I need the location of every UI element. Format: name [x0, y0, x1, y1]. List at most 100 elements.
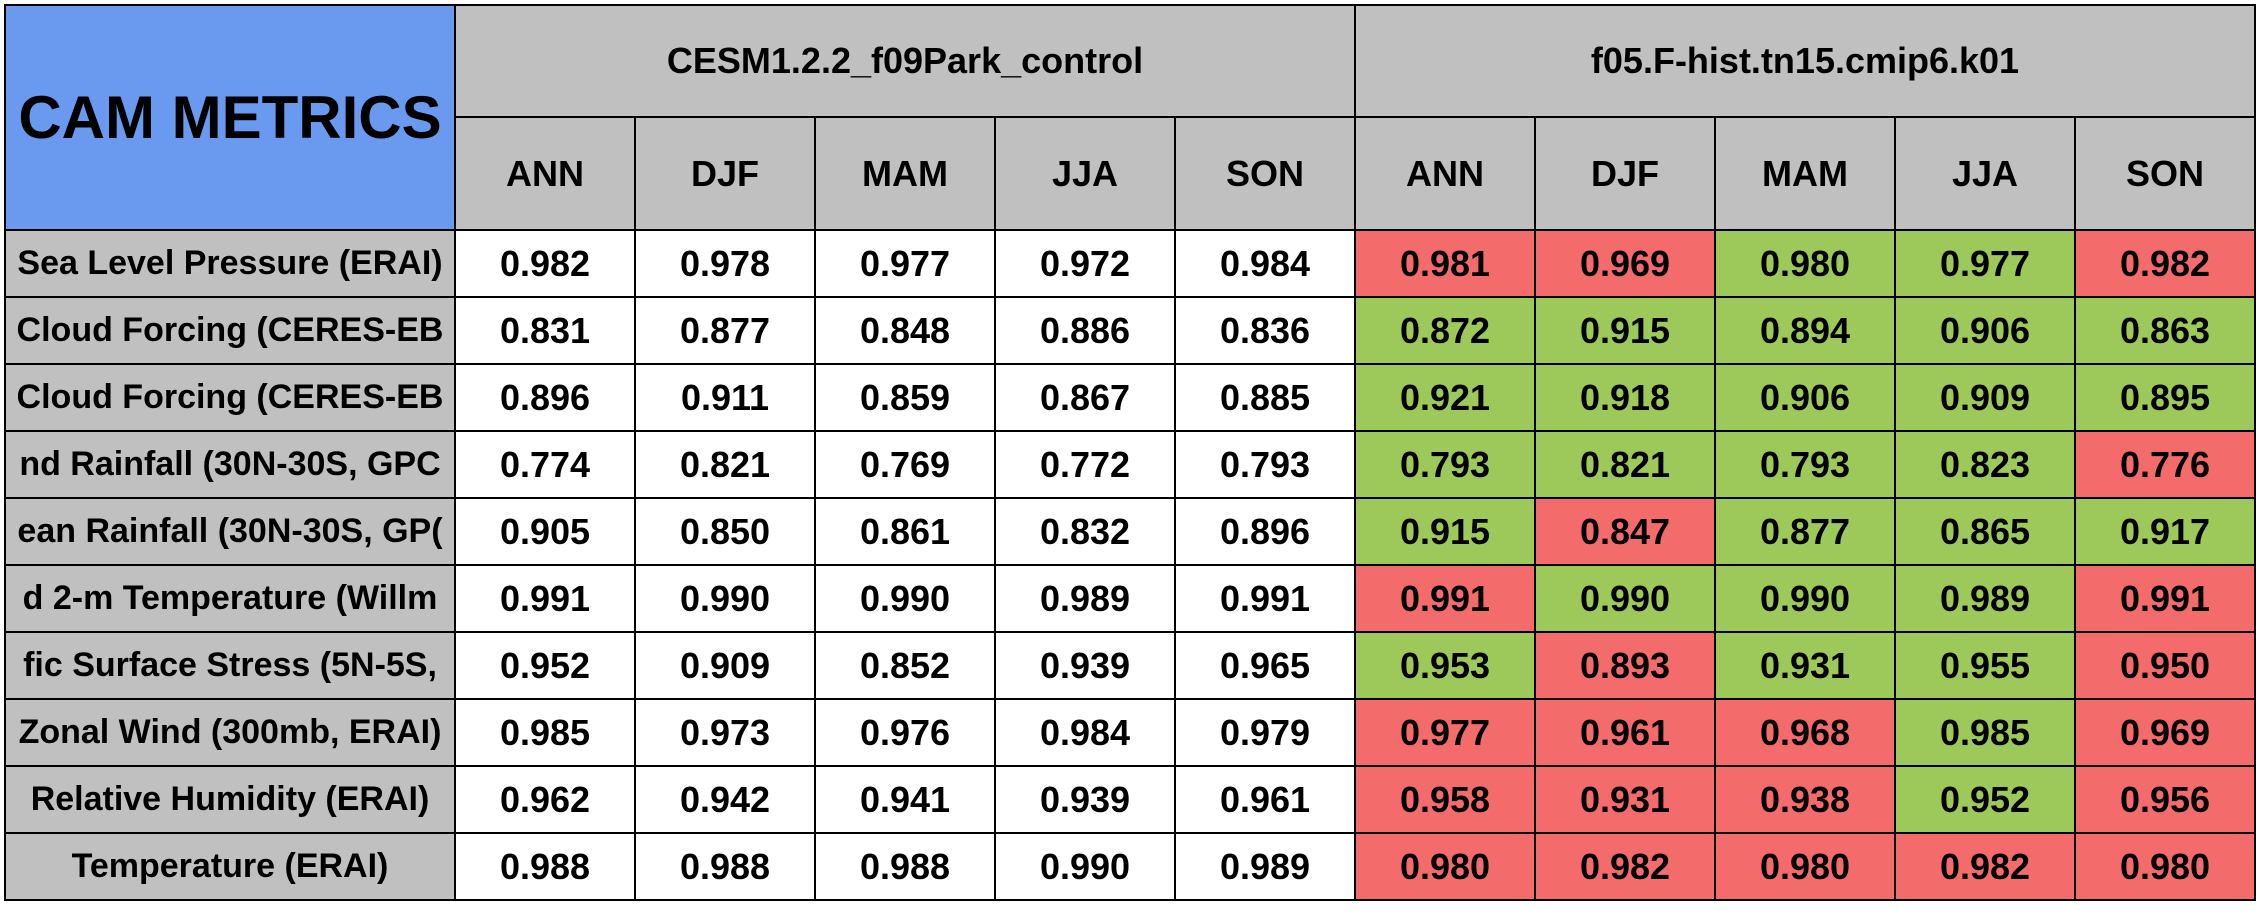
- control-value-cell: 0.942: [634, 765, 816, 834]
- season-header-jja: JJA: [1894, 116, 2076, 231]
- season-header-row: ANN DJF MAM JJA SON ANN DJF MAM JJA SON: [5, 116, 2256, 231]
- table-title: CAM METRICS: [4, 4, 456, 231]
- experiment-value-cell: 0.894: [1714, 296, 1896, 365]
- season-header-son: SON: [1174, 116, 1356, 231]
- control-value-cell: 0.990: [814, 564, 996, 633]
- experiment-value-cell: 0.931: [1714, 631, 1896, 700]
- experiment-value-cell: 0.961: [1534, 698, 1716, 767]
- control-value-cell: 0.976: [814, 698, 996, 767]
- season-header-mam: MAM: [1714, 116, 1896, 231]
- experiment-value-cell: 0.872: [1354, 296, 1536, 365]
- control-value-cell: 0.989: [1174, 832, 1356, 901]
- metric-label: Cloud Forcing (CERES-EB: [4, 296, 456, 365]
- table-row: Temperature (ERAI) 0.988 0.988 0.988 0.990 0.…: [4, 832, 2256, 901]
- experiment-value-cell: 0.938: [1714, 765, 1896, 834]
- experiment-value-cell: 0.980: [1354, 832, 1536, 901]
- control-value-cell: 0.886: [994, 296, 1176, 365]
- control-value-cell: 0.984: [994, 698, 1176, 767]
- model-header-control: CESM1.2.2_f09Park_control: [454, 4, 1356, 118]
- experiment-value-cell: 0.917: [2074, 497, 2256, 566]
- experiment-value-cell: 0.893: [1534, 631, 1716, 700]
- experiment-value-cell: 0.989: [1894, 564, 2076, 633]
- experiment-value-cell: 0.990: [1714, 564, 1896, 633]
- table-row: Cloud Forcing (CERES-EB 0.896 0.911 0.859 0.…: [4, 363, 2256, 432]
- table-row: d 2-m Temperature (Willm 0.991 0.990 0.990 0…: [4, 564, 2256, 633]
- experiment-value-cell: 0.958: [1354, 765, 1536, 834]
- experiment-value-cell: 0.977: [1894, 229, 2076, 298]
- control-value-cell: 0.850: [634, 497, 816, 566]
- season-header-djf: DJF: [1534, 116, 1716, 231]
- control-value-cell: 0.979: [1174, 698, 1356, 767]
- experiment-value-cell: 0.980: [1714, 832, 1896, 901]
- experiment-value-cell: 0.968: [1714, 698, 1896, 767]
- experiment-value-cell: 0.915: [1354, 497, 1536, 566]
- table-row: Relative Humidity (ERAI) 0.962 0.942 0.941 0…: [4, 765, 2256, 834]
- control-value-cell: 0.836: [1174, 296, 1356, 365]
- control-value-cell: 0.848: [814, 296, 996, 365]
- cam-metrics-table: CAM METRICS CESM1.2.2_f09Park_control f0…: [4, 4, 2256, 901]
- control-value-cell: 0.852: [814, 631, 996, 700]
- control-value-cell: 0.982: [454, 229, 636, 298]
- experiment-value-cell: 0.823: [1894, 430, 2076, 499]
- experiment-value-cell: 0.956: [2074, 765, 2256, 834]
- metric-label: Sea Level Pressure (ERAI): [4, 229, 456, 298]
- control-value-cell: 0.832: [994, 497, 1176, 566]
- season-header-mam: MAM: [814, 116, 996, 231]
- experiment-value-cell: 0.969: [1534, 229, 1716, 298]
- control-value-cell: 0.769: [814, 430, 996, 499]
- control-value-cell: 0.793: [1174, 430, 1356, 499]
- control-value-cell: 0.911: [634, 363, 816, 432]
- metric-label: d 2-m Temperature (Willm: [4, 564, 456, 633]
- experiment-value-cell: 0.980: [2074, 832, 2256, 901]
- control-value-cell: 0.909: [634, 631, 816, 700]
- control-value-cell: 0.972: [994, 229, 1176, 298]
- control-value-cell: 0.988: [814, 832, 996, 901]
- control-value-cell: 0.991: [1174, 564, 1356, 633]
- table-row: ean Rainfall (30N-30S, GP(0.905 0.850 0.86…: [4, 497, 2256, 566]
- control-value-cell: 0.774: [454, 430, 636, 499]
- experiment-value-cell: 0.991: [2074, 564, 2256, 633]
- experiment-value-cell: 0.985: [1894, 698, 2076, 767]
- experiment-value-cell: 0.990: [1534, 564, 1716, 633]
- control-value-cell: 0.867: [994, 363, 1176, 432]
- control-value-cell: 0.952: [454, 631, 636, 700]
- experiment-value-cell: 0.793: [1714, 430, 1896, 499]
- control-value-cell: 0.988: [454, 832, 636, 901]
- metric-label: nd Rainfall (30N-30S, GPC: [4, 430, 456, 499]
- control-value-cell: 0.772: [994, 430, 1176, 499]
- control-value-cell: 0.896: [1174, 497, 1356, 566]
- season-header-ann: ANN: [1354, 116, 1536, 231]
- experiment-value-cell: 0.863: [2074, 296, 2256, 365]
- experiment-value-cell: 0.931: [1534, 765, 1716, 834]
- experiment-value-cell: 0.982: [1534, 832, 1716, 901]
- control-value-cell: 0.988: [634, 832, 816, 901]
- experiment-value-cell: 0.955: [1894, 631, 2076, 700]
- control-value-cell: 0.978: [634, 229, 816, 298]
- control-value-cell: 0.896: [454, 363, 636, 432]
- control-value-cell: 0.991: [454, 564, 636, 633]
- experiment-value-cell: 0.915: [1534, 296, 1716, 365]
- season-header-ann: ANN: [454, 116, 636, 231]
- control-value-cell: 0.859: [814, 363, 996, 432]
- experiment-value-cell: 0.991: [1354, 564, 1536, 633]
- season-header-djf: DJF: [634, 116, 816, 231]
- metric-label: Temperature (ERAI): [4, 832, 456, 901]
- metric-label: Zonal Wind (300mb, ERAI): [4, 698, 456, 767]
- control-value-cell: 0.985: [454, 698, 636, 767]
- control-value-cell: 0.984: [1174, 229, 1356, 298]
- experiment-value-cell: 0.953: [1354, 631, 1536, 700]
- experiment-value-cell: 0.909: [1894, 363, 2076, 432]
- control-value-cell: 0.990: [994, 832, 1176, 901]
- experiment-value-cell: 0.921: [1354, 363, 1536, 432]
- experiment-value-cell: 0.981: [1354, 229, 1536, 298]
- control-value-cell: 0.821: [634, 430, 816, 499]
- experiment-value-cell: 0.952: [1894, 765, 2076, 834]
- experiment-value-cell: 0.895: [2074, 363, 2256, 432]
- experiment-value-cell: 0.918: [1534, 363, 1716, 432]
- experiment-value-cell: 0.977: [1354, 698, 1536, 767]
- season-header-jja: JJA: [994, 116, 1176, 231]
- model-header-experiment: f05.F-hist.tn15.cmip6.k01: [1354, 4, 2256, 118]
- experiment-value-cell: 0.950: [2074, 631, 2256, 700]
- experiment-value-cell: 0.982: [1894, 832, 2076, 901]
- control-value-cell: 0.990: [634, 564, 816, 633]
